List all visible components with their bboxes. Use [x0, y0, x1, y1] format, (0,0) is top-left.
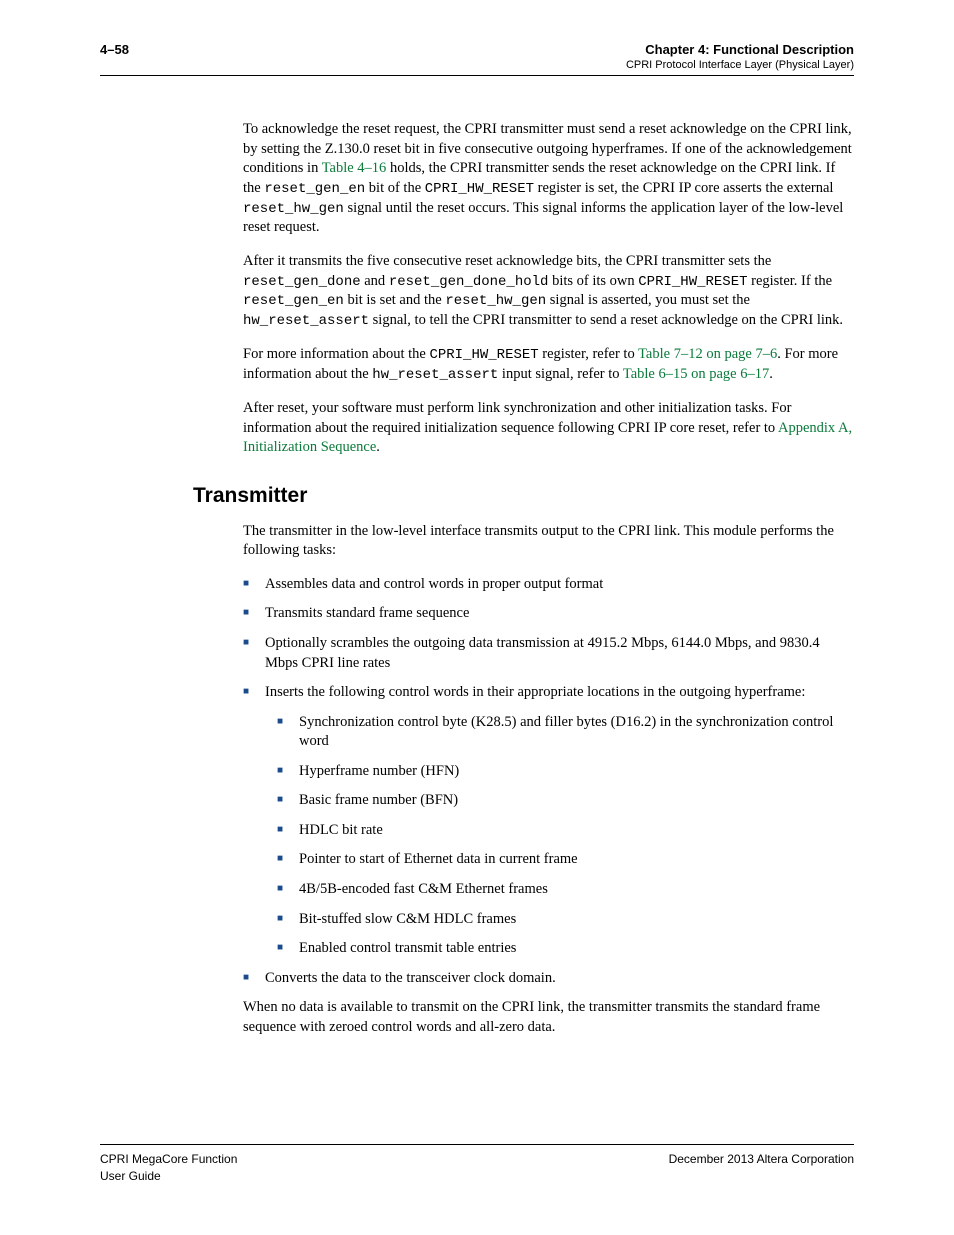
chapter-title: Chapter 4: Functional Description — [626, 42, 854, 57]
code: CPRI_HW_RESET — [425, 181, 534, 197]
code: reset_gen_en — [243, 293, 344, 309]
text: . — [769, 366, 773, 382]
code: reset_gen_done — [243, 274, 361, 290]
page-footer: CPRI MegaCore Function User Guide Decemb… — [100, 1144, 854, 1185]
code: reset_hw_gen — [445, 293, 546, 309]
text: bit of the — [365, 180, 425, 196]
text: signal, to tell the CPRI transmitter to … — [369, 312, 843, 328]
header-right: Chapter 4: Functional Description CPRI P… — [626, 42, 854, 71]
link-table-6-15[interactable]: Table 6–15 on page 6–17 — [623, 366, 769, 382]
list-item: Enabled control transmit table entries — [277, 939, 854, 959]
code: reset_gen_done_hold — [389, 274, 549, 290]
paragraph-3: For more information about the CPRI_HW_R… — [243, 345, 854, 385]
list-item: Transmits standard frame sequence — [243, 604, 854, 624]
paragraph-2: After it transmits the five consecutive … — [243, 252, 854, 331]
text: register, refer to — [539, 346, 638, 362]
list-item: Hyperframe number (HFN) — [277, 762, 854, 782]
list-item: 4B/5B-encoded fast C&M Ethernet frames — [277, 880, 854, 900]
code: reset_gen_en — [264, 181, 365, 197]
list-item-text: Inserts the following control words in t… — [265, 684, 805, 700]
list-item: Pointer to start of Ethernet data in cur… — [277, 850, 854, 870]
paragraph-1: To acknowledge the reset request, the CP… — [243, 120, 854, 238]
list-item: Assembles data and control words in prop… — [243, 575, 854, 595]
section-closing: When no data is available to transmit on… — [243, 998, 854, 1037]
code: hw_reset_assert — [243, 313, 369, 329]
link-table-7-12[interactable]: Table 7–12 on page 7–6 — [638, 346, 777, 362]
text: input signal, refer to — [498, 366, 623, 382]
text: signal is asserted, you must set the — [546, 292, 750, 308]
list-item: Inserts the following control words in t… — [243, 683, 854, 959]
code: CPRI_HW_RESET — [429, 347, 538, 363]
text: After reset, your software must perform … — [243, 400, 791, 436]
text: After it transmits the five consecutive … — [243, 253, 771, 269]
footer-right: December 2013 Altera Corporation — [669, 1151, 854, 1185]
text: bits of its own — [548, 273, 638, 289]
text: and — [361, 273, 389, 289]
chapter-subtitle: CPRI Protocol Interface Layer (Physical … — [626, 59, 854, 71]
section-intro: The transmitter in the low-level interfa… — [243, 522, 854, 561]
list-item: HDLC bit rate — [277, 821, 854, 841]
list-item: Basic frame number (BFN) — [277, 791, 854, 811]
text: register is set, the CPRI IP core assert… — [534, 180, 833, 196]
text: bit is set and the — [344, 292, 446, 308]
code: hw_reset_assert — [372, 367, 498, 383]
code: CPRI_HW_RESET — [638, 274, 747, 290]
page-number: 4–58 — [100, 42, 129, 71]
section-heading-transmitter: Transmitter — [193, 484, 854, 508]
list-item: Converts the data to the transceiver clo… — [243, 969, 854, 989]
bullet-list: Assembles data and control words in prop… — [243, 575, 854, 988]
list-item: Bit-stuffed slow C&M HDLC frames — [277, 910, 854, 930]
text: For more information about the — [243, 346, 429, 362]
footer-left: CPRI MegaCore Function User Guide — [100, 1151, 237, 1185]
footer-doc-title: CPRI MegaCore Function — [100, 1151, 237, 1168]
sub-bullet-list: Synchronization control byte (K28.5) and… — [265, 713, 854, 959]
page-header: 4–58 Chapter 4: Functional Description C… — [100, 42, 854, 76]
link-table-4-16[interactable]: Table 4–16 — [322, 160, 387, 176]
text: . — [376, 439, 380, 455]
code: reset_hw_gen — [243, 201, 344, 217]
footer-doc-subtitle: User Guide — [100, 1168, 237, 1185]
list-item: Synchronization control byte (K28.5) and… — [277, 713, 854, 752]
text: register. If the — [748, 273, 833, 289]
paragraph-4: After reset, your software must perform … — [243, 399, 854, 458]
list-item: Optionally scrambles the outgoing data t… — [243, 634, 854, 673]
section-body: The transmitter in the low-level interfa… — [243, 522, 854, 1038]
body-text: To acknowledge the reset request, the CP… — [243, 120, 854, 458]
